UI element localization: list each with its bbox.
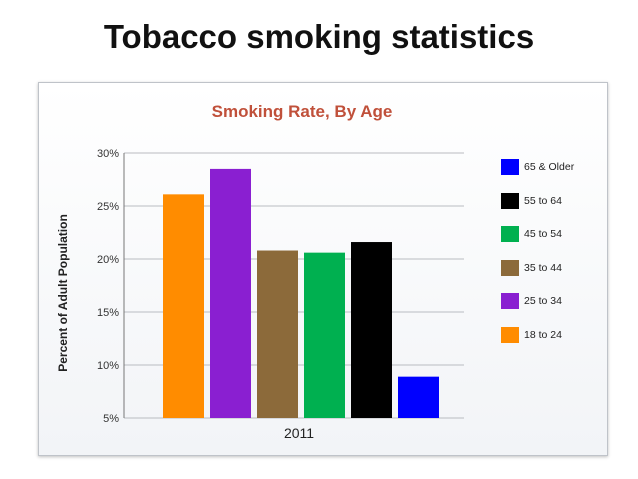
chart-title: Smoking Rate, By Age bbox=[212, 102, 393, 121]
legend-item: 35 to 44 bbox=[501, 259, 601, 277]
chart-legend: 65 & Older 55 to 64 45 to 54 35 to 44 25 to … bbox=[501, 158, 601, 359]
legend-item: 65 & Older bbox=[501, 158, 601, 176]
legend-swatch bbox=[501, 326, 519, 343]
slide-title: Tobacco smoking statistics bbox=[103, 18, 535, 55]
y-axis-label: Percent of Adult Population bbox=[56, 214, 70, 372]
legend-item: 18 to 24 bbox=[501, 326, 601, 344]
chart-panel: Smoking Rate, By Age 5% 10% 15% 20% 25% 30% P… bbox=[38, 82, 608, 456]
legend-label: 45 to 54 bbox=[524, 228, 562, 240]
y-tick-label: 20% bbox=[97, 254, 119, 266]
y-tick-label: 15% bbox=[97, 307, 119, 319]
y-tick-label: 25% bbox=[97, 201, 119, 213]
legend-label: 35 to 44 bbox=[524, 261, 562, 274]
legend-swatch bbox=[501, 159, 519, 175]
bar-45-to-54 bbox=[304, 252, 345, 418]
legend-label: 55 to 64 bbox=[524, 194, 562, 207]
y-tick-label: 30% bbox=[97, 148, 119, 160]
legend-swatch bbox=[501, 226, 519, 242]
legend-item: 45 to 54 bbox=[501, 225, 601, 243]
bar-55-to-64 bbox=[351, 242, 392, 418]
legend-label: 18 to 24 bbox=[524, 328, 562, 341]
legend-item: 25 to 34 bbox=[501, 292, 601, 310]
legend-swatch bbox=[501, 192, 519, 209]
legend-label: 25 to 34 bbox=[524, 295, 562, 307]
y-tick-label: 5% bbox=[103, 413, 119, 425]
bar-65-older bbox=[398, 376, 439, 418]
legend-swatch bbox=[501, 259, 519, 276]
legend-swatch bbox=[501, 293, 519, 309]
legend-item: 55 to 64 bbox=[501, 192, 601, 210]
x-category-label: 2011 bbox=[284, 425, 314, 441]
legend-label: 65 & Older bbox=[524, 161, 575, 173]
bar-18-to-24 bbox=[163, 194, 204, 418]
bar-chart: Smoking Rate, By Age 5% 10% 15% 20% 25% 30% P… bbox=[56, 102, 464, 441]
y-tick-label: 10% bbox=[97, 360, 119, 372]
bar-35-to-44 bbox=[257, 250, 298, 418]
bar-25-to-34 bbox=[210, 168, 251, 418]
